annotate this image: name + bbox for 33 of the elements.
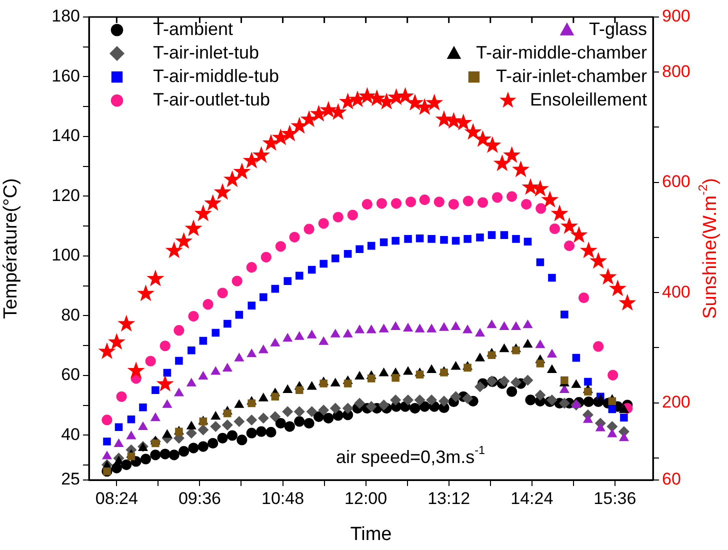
legend-label: T-air-outlet-tub <box>153 89 270 110</box>
y-tick-label: 40 <box>61 424 80 444</box>
legend-label: T-air-inlet-tub <box>153 42 260 62</box>
x-tick-label: 14:24 <box>510 488 554 508</box>
x-tick-label: 12:00 <box>344 488 388 508</box>
legend-label: T-air-middle-tub <box>153 66 280 86</box>
y2-tick-label: 800 <box>662 62 690 81</box>
y-tick-label: 100 <box>52 246 80 265</box>
y2-tick-label: 200 <box>662 392 690 412</box>
y2-tick-label: 900 <box>662 6 690 26</box>
y-tick-label: 60 <box>61 365 80 384</box>
x-tick-label: 13:12 <box>428 488 470 508</box>
y-tick-label: 120 <box>52 186 80 205</box>
y-tick-label: 180 <box>52 6 80 26</box>
legend-label: T-glass <box>588 18 647 39</box>
y-tick-label: 160 <box>52 66 80 86</box>
x-tick-label: 09:36 <box>178 488 221 508</box>
x-axis-title: Time <box>350 524 392 545</box>
y2-axis-title: Sunshine(W.m-2) <box>696 178 722 319</box>
x-tick-label: 10:48 <box>261 488 304 508</box>
y-tick-label: 80 <box>61 305 80 324</box>
legend-label: T-air-inlet-chamber <box>496 66 647 86</box>
y-axis-title: Température(°C) <box>0 178 22 319</box>
y-tick-label: 140 <box>52 126 80 146</box>
y2-tick-label: 400 <box>662 282 690 302</box>
y2-tick-label: 60 <box>662 470 681 489</box>
x-tick-label: 15:36 <box>594 488 636 508</box>
legend-label: T-ambient <box>153 18 234 39</box>
legend-label: Ensoleillement <box>530 89 647 110</box>
y2-tick-label: 600 <box>662 172 690 192</box>
x-tick-label: 08:24 <box>95 488 138 508</box>
legend-label: T-air-middle-chamber <box>476 42 648 62</box>
y-tick-label: 25 <box>61 470 80 489</box>
